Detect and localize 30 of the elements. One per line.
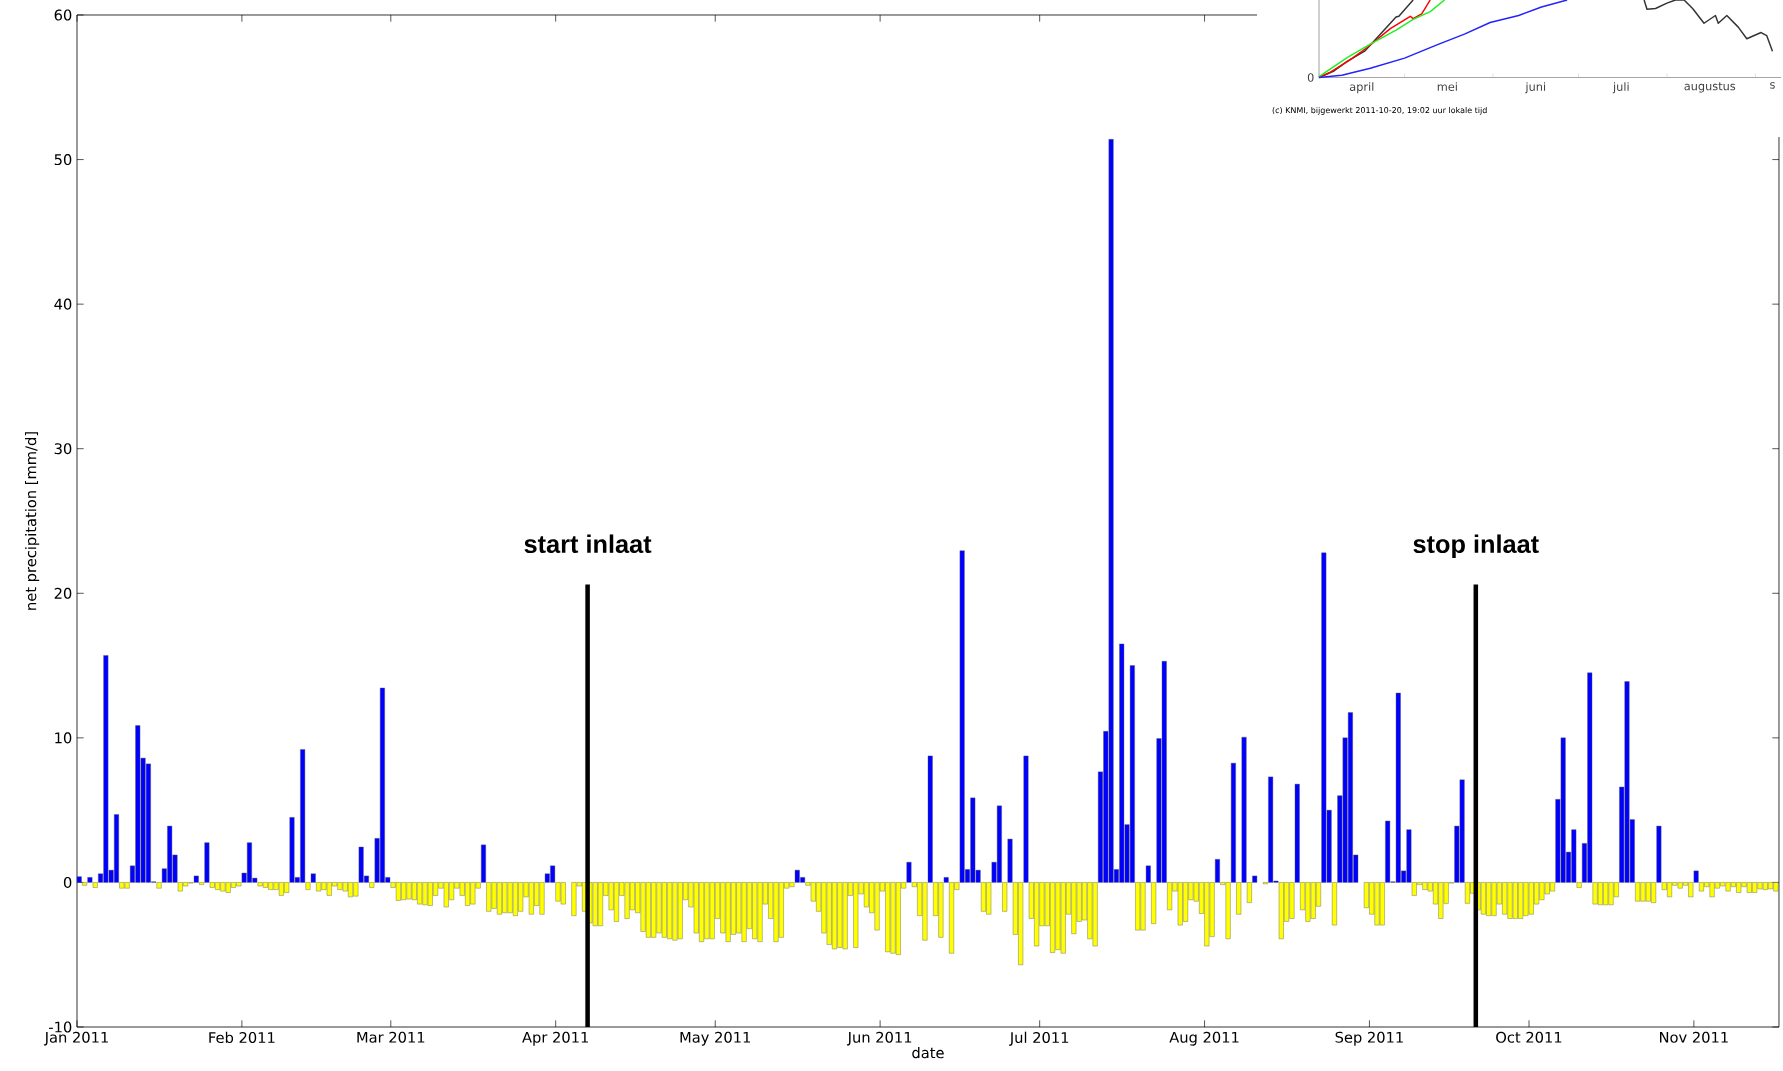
- x-tick-label: Feb 2011: [209, 1031, 275, 1044]
- x-tick-label: Mar 2011: [357, 1031, 425, 1043]
- y-tick-label: 10: [55, 732, 72, 744]
- x-tick-label: Aug 2011: [1169, 1031, 1239, 1046]
- x-tick-label: May 2011: [680, 1031, 751, 1046]
- x-tick-label: s: [1770, 82, 1775, 89]
- x-axis-title: date: [912, 1046, 944, 1059]
- x-tick-label: mei: [1437, 82, 1457, 91]
- y-axis-title: net precipitation [mm/d]: [24, 432, 40, 610]
- annotation: (c) KNMI, bijgewerkt 2011-10-20, 19:02 uur lokale tijd: [1272, 106, 1487, 115]
- x-tick-label: Sep 2011: [1335, 1031, 1403, 1046]
- ref-line-label: stop inlaat: [1413, 534, 1539, 559]
- x-tick-label: april: [1349, 82, 1374, 94]
- x-tick-label: Nov 2011: [1660, 1031, 1728, 1043]
- x-tick-label: Apr 2011: [522, 1031, 588, 1046]
- x-tick-label: augustus: [1684, 82, 1736, 93]
- x-tick-label: Jul 2011: [1009, 1031, 1069, 1046]
- x-tick-label: juli: [1612, 82, 1629, 94]
- y-tick-label: 40: [54, 298, 72, 310]
- y-tick-label: 50: [54, 154, 72, 166]
- y-tick-label: -10: [49, 1021, 72, 1033]
- y-tick-label: 20: [54, 587, 72, 599]
- y-tick-label: 60: [54, 9, 72, 21]
- y-tick-label: 30: [54, 443, 72, 455]
- x-tick-label: Jun 2011: [846, 1031, 912, 1046]
- x-tick-label: Oct 2011: [1496, 1031, 1562, 1043]
- annotation: 0: [1307, 73, 1314, 82]
- x-tick-label: juni: [1525, 82, 1546, 94]
- y-tick-label: 0: [63, 876, 72, 888]
- ref-line-label: start inlaat: [524, 534, 652, 554]
